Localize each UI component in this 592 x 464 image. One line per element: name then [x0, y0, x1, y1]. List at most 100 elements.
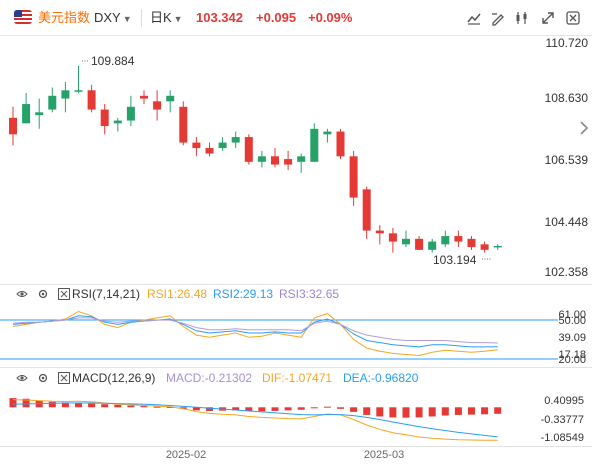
candle-body	[22, 104, 31, 124]
macd-bar	[284, 407, 292, 411]
indicator-button[interactable]	[465, 9, 483, 27]
candle-body	[323, 131, 332, 135]
us-flag-icon	[14, 10, 32, 24]
compare-icon	[516, 12, 527, 24]
candle-body	[74, 90, 83, 92]
price-axis-tick: 102.358	[545, 265, 589, 279]
macd-bar	[61, 402, 69, 408]
macd-bar	[323, 406, 331, 408]
date-axis: 2025-02 2025-03	[166, 449, 404, 461]
dea-line	[12, 402, 498, 438]
candle-body	[362, 189, 371, 231]
macd-bar	[402, 407, 410, 418]
settings-icon	[566, 11, 580, 25]
rsi-header: RSI(7,14,21) RSI1:26.48 RSI2:29.13 RSI3:…	[0, 285, 592, 303]
candle-body	[113, 120, 122, 124]
chevron-right-icon[interactable]	[577, 118, 591, 138]
rsi-axis-tick: 39.09	[558, 332, 586, 344]
rsi3-value: RSI3:32.65	[279, 287, 340, 301]
macd-bar	[376, 407, 384, 417]
last-price: 103.342	[196, 10, 243, 25]
candle-body	[467, 238, 476, 248]
toolbar: 美元指数 DXY ▼ 日K ▼ 103.342 +0.095 +0.09%	[0, 0, 592, 36]
caret-down-icon: ▼	[122, 14, 132, 24]
draw-button[interactable]	[489, 9, 507, 27]
candle-body	[35, 112, 44, 116]
fullscreen-icon	[542, 12, 554, 24]
candle-body	[244, 137, 253, 162]
candle-body	[402, 238, 410, 245]
candles-layer	[9, 65, 502, 253]
price-change: +0.095	[256, 10, 297, 25]
period-label: 日K	[150, 10, 172, 25]
candle-body	[140, 95, 148, 99]
compare-button[interactable]	[513, 9, 531, 27]
low-label: 103.194	[433, 253, 477, 267]
rsi-series-line-rsi3	[12, 317, 498, 344]
macd-bar	[88, 403, 96, 408]
macd-bar	[179, 407, 187, 409]
settings-button[interactable]	[564, 9, 582, 27]
macd-bar	[494, 407, 502, 414]
eye-icon[interactable]	[16, 372, 28, 384]
symbol-name[interactable]: 美元指数	[38, 10, 91, 25]
high-label: 109.884	[91, 54, 135, 68]
candle-body	[218, 142, 227, 149]
indicator-icon	[467, 13, 481, 25]
date-axis-tick: 2025-02	[166, 449, 206, 461]
macd-bar	[245, 407, 253, 411]
macd-bar	[363, 407, 371, 415]
macd-bar	[441, 407, 449, 416]
rsi-indicator-name[interactable]: RSI(7,14,21)	[72, 287, 141, 301]
close-icon[interactable]	[58, 288, 70, 300]
macd-bar	[454, 407, 462, 415]
candle-body	[284, 159, 293, 165]
gear-icon[interactable]	[37, 372, 49, 384]
symbol-code: DXY	[94, 10, 121, 25]
candle-body	[179, 106, 188, 143]
caret-down-icon: ▼	[173, 14, 183, 24]
candle-body	[454, 236, 463, 242]
toolbar-divider	[141, 9, 142, 27]
macd-bar	[206, 407, 213, 411]
rsi-series-line-rsi2	[12, 315, 498, 348]
macd-bar	[140, 406, 148, 408]
dif-value: DIF:-1.07471	[262, 371, 333, 385]
candle-body	[192, 142, 201, 149]
gear-icon[interactable]	[37, 288, 49, 300]
macd-axis: 0.40995 -0.33777 -1.08549	[541, 395, 584, 444]
fullscreen-button[interactable]	[539, 9, 557, 27]
candle-body	[480, 244, 489, 250]
macd-lines-layer	[12, 399, 498, 441]
candle-body	[297, 156, 306, 162]
draw-icon	[492, 13, 504, 26]
candle-body	[205, 148, 214, 154]
macd-indicator-name[interactable]: MACD(12,26,9)	[72, 371, 156, 385]
macd-bar	[350, 407, 358, 412]
macd-bar	[114, 404, 122, 408]
eye-icon[interactable]	[16, 288, 28, 300]
macd-bar	[48, 401, 56, 408]
macd-bar	[127, 405, 135, 408]
candle-body	[441, 236, 450, 245]
macd-bar	[481, 407, 489, 415]
macd-header: MACD(12,26,9) MACD:-0.21302 DIF:-1.07471…	[0, 369, 592, 387]
macd-bar	[101, 404, 109, 408]
candle-body	[428, 241, 437, 250]
candle-body	[257, 156, 266, 162]
macd-value: MACD:-0.21302	[166, 371, 253, 385]
date-axis-tick: 2025-03	[364, 449, 404, 461]
rsi2-value: RSI2:29.13	[213, 287, 274, 301]
symbol-selector[interactable]: DXY ▼	[94, 10, 132, 27]
rsi-axis-tick: 50.00	[558, 315, 586, 327]
macd-axis-tick: 0.40995	[544, 395, 584, 407]
candle-body	[271, 156, 279, 165]
candle-body	[415, 238, 424, 250]
candle-body	[166, 95, 175, 102]
close-icon[interactable]	[58, 372, 70, 384]
period-selector[interactable]: 日K ▼	[150, 10, 183, 27]
candle-body	[48, 95, 57, 110]
candle-body	[336, 131, 345, 157]
candle-body	[375, 230, 384, 234]
